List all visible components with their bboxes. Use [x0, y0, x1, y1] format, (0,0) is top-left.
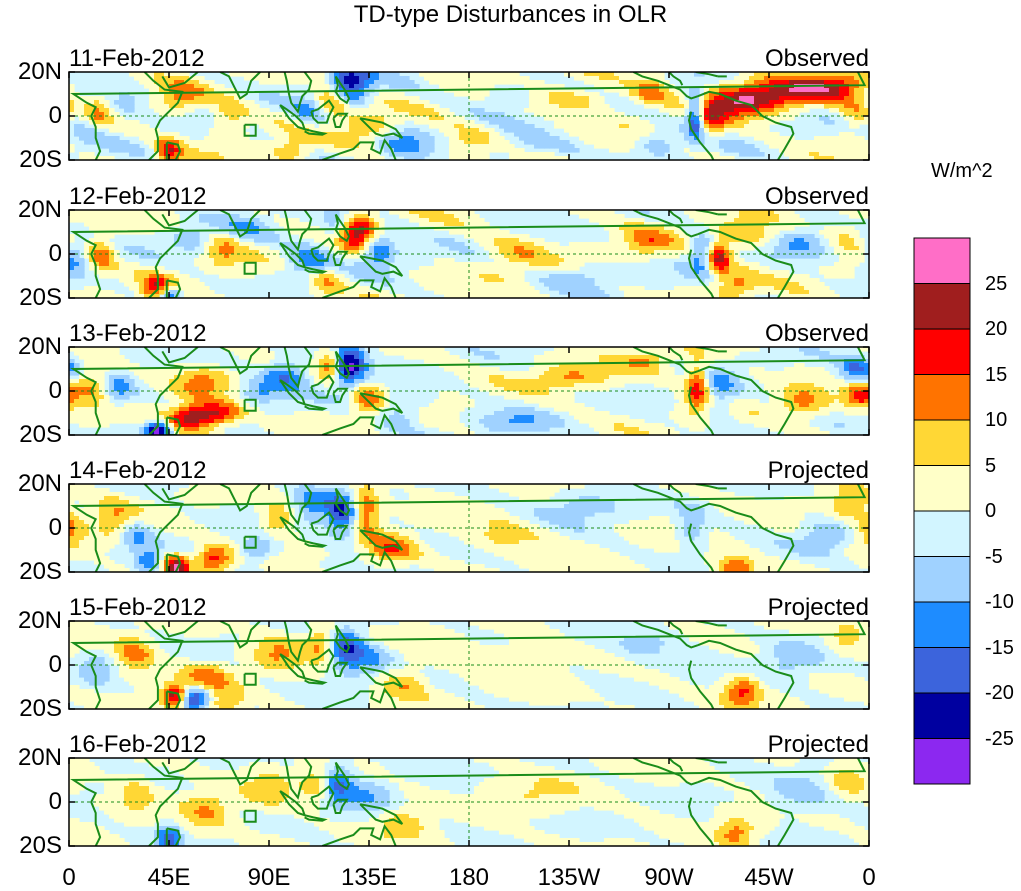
colorbar-swatch	[914, 739, 970, 785]
longitude-label: 135W	[524, 866, 614, 890]
longitude-label: 90W	[624, 866, 714, 890]
colorbar-label: -5	[985, 547, 1003, 567]
longitude-label: 90E	[224, 866, 314, 890]
colorbar-swatch	[914, 648, 970, 694]
colorbar-label: 25	[985, 274, 1007, 294]
longitude-label: 0	[24, 866, 114, 890]
longitude-label: 135E	[324, 866, 414, 890]
colorbar-label: 15	[985, 365, 1007, 385]
colorbar-label: -25	[985, 729, 1014, 749]
colorbar-swatch	[914, 238, 970, 284]
colorbar-label: 20	[985, 319, 1007, 339]
longitude-label: 45E	[124, 866, 214, 890]
colorbar-label: 10	[985, 410, 1007, 430]
longitude-label: 180	[424, 866, 514, 890]
colorbar-swatch	[914, 329, 970, 375]
colorbar-label: 5	[985, 456, 996, 476]
colorbar-swatch	[914, 511, 970, 557]
colorbar-swatch	[914, 557, 970, 603]
colorbar-swatch	[914, 693, 970, 739]
colorbar-label: 0	[985, 501, 996, 521]
colorbar-swatch	[914, 602, 970, 648]
longitude-label: 45W	[724, 866, 814, 890]
colorbar-label: -20	[985, 683, 1014, 703]
colorbar-label: -15	[985, 638, 1014, 658]
colorbar-swatch	[914, 420, 970, 466]
colorbar-label: -10	[985, 592, 1014, 612]
longitude-label: 0	[824, 866, 914, 890]
colorbar-swatch	[914, 375, 970, 421]
colorbar-swatch	[914, 466, 970, 512]
colorbar-swatch	[914, 284, 970, 330]
